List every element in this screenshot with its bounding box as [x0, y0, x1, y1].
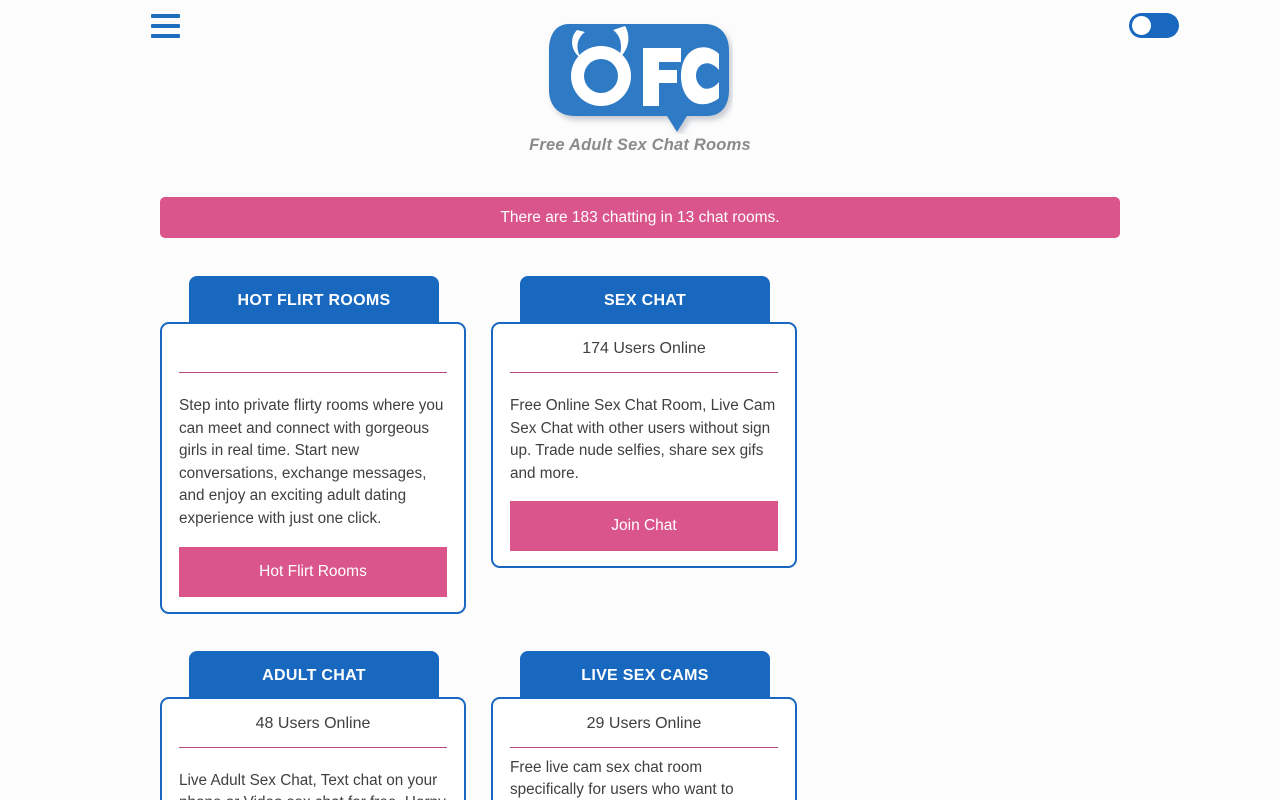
users-online-count: 174 Users Online — [582, 340, 706, 357]
card-divider — [179, 372, 447, 373]
card-title: ADULT CHAT — [262, 666, 366, 684]
card-divider — [510, 372, 778, 373]
top-bar — [0, 0, 1280, 52]
card-body: Step into private flirty rooms where you… — [160, 322, 466, 614]
chat-room-grid: HOT FLIRT ROOMS Step into private flirty… — [160, 276, 1120, 800]
card-description: Free live cam sex chat room specifically… — [510, 758, 734, 799]
card-body: 174 Users Online Free Online Sex Chat Ro… — [491, 322, 797, 569]
card-body: 48 Users Online Live Adult Sex Chat, Tex… — [160, 696, 466, 800]
card-description: Step into private flirty rooms where you… — [179, 397, 444, 527]
card-divider — [179, 746, 447, 748]
site-logo[interactable]: Free Adult Sex Chat Rooms — [0, 16, 1280, 155]
card-divider — [510, 746, 778, 748]
users-online-count: 29 Users Online — [586, 714, 702, 732]
toggle-knob — [1132, 16, 1151, 35]
card-description: Live Adult Sex Chat, Text chat on your p… — [179, 771, 446, 800]
users-online-count — [179, 338, 447, 360]
site-tagline: Free Adult Sex Chat Rooms — [529, 136, 751, 154]
card-title: HOT FLIRT ROOMS — [237, 292, 391, 309]
join-chat-button[interactable]: Join Chat — [510, 501, 778, 552]
status-banner: There are 183 chatting in 13 chat rooms. — [160, 197, 1120, 238]
chat-room-card: SEX CHAT 174 Users Online Free Online Se… — [491, 276, 797, 614]
theme-toggle[interactable] — [1129, 13, 1179, 38]
status-banner-text: There are 183 chatting in 13 chat rooms. — [500, 208, 780, 226]
chat-room-card: LIVE SEX CAMS 29 Users Online Free live … — [491, 650, 797, 800]
hamburger-bar — [151, 24, 180, 28]
ofc-logo-icon — [549, 24, 729, 132]
chat-room-card: HOT FLIRT ROOMS Step into private flirty… — [160, 276, 466, 614]
hamburger-bar — [151, 14, 180, 18]
hamburger-bar — [151, 34, 180, 38]
card-title: SEX CHAT — [603, 292, 687, 309]
hamburger-menu-icon[interactable] — [151, 14, 180, 38]
card-description: Free Online Sex Chat Room, Live Cam Sex … — [510, 397, 776, 482]
join-chat-button[interactable]: Hot Flirt Rooms — [179, 546, 447, 597]
card-title: LIVE SEX CAMS — [581, 666, 709, 684]
card-body: 29 Users Online Free live cam sex chat r… — [491, 696, 797, 800]
users-online-count: 48 Users Online — [255, 714, 371, 732]
chat-room-card: ADULT CHAT 48 Users Online Live Adult Se… — [160, 650, 466, 800]
